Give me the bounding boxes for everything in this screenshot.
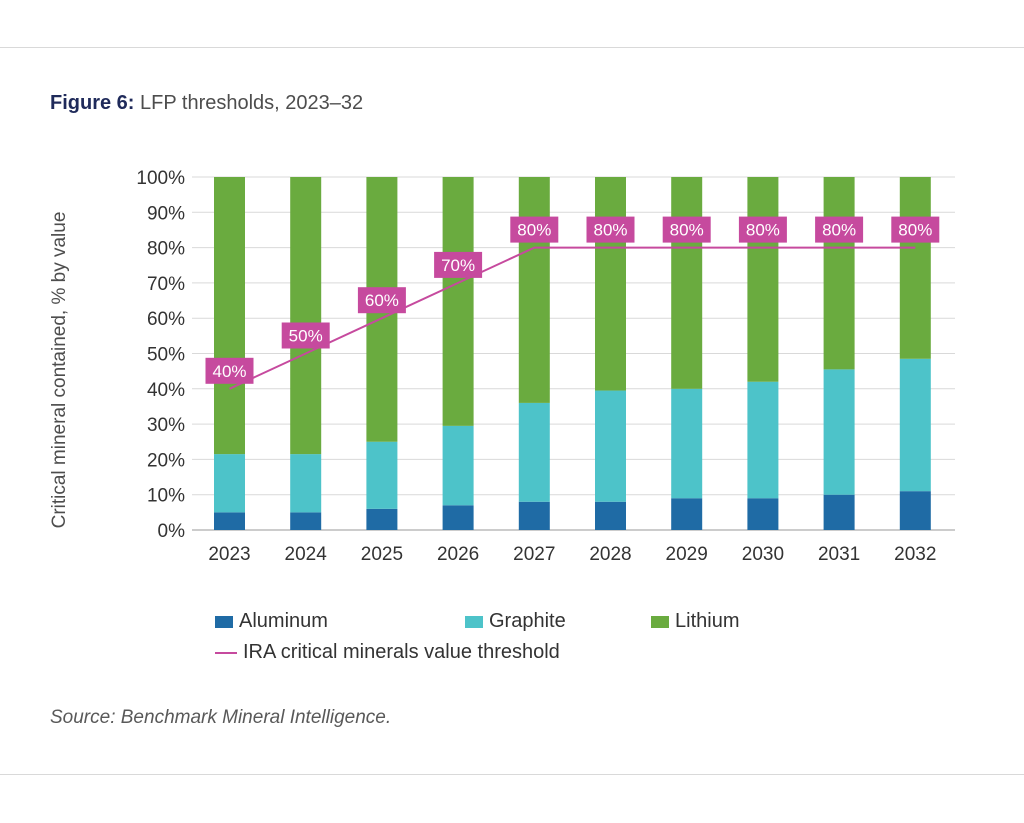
threshold-data-label: 80% xyxy=(593,221,627,240)
bar-aluminum xyxy=(899,491,931,530)
x-tick-label: 2024 xyxy=(285,544,328,565)
bar-graphite xyxy=(290,454,322,513)
threshold-label-box xyxy=(815,216,864,243)
legend-swatch-aluminum xyxy=(215,615,233,628)
threshold-label-box xyxy=(891,216,940,243)
x-tick-label: 2029 xyxy=(666,544,708,565)
bar-graphite xyxy=(899,358,931,492)
bar-graphite xyxy=(671,388,703,499)
x-tick-label: 2027 xyxy=(513,544,555,565)
bar-graphite xyxy=(747,381,779,499)
x-tick-label: 2026 xyxy=(437,544,479,565)
y-tick-label: 90% xyxy=(147,203,185,224)
y-tick-label: 100% xyxy=(136,168,185,189)
bar-graphite xyxy=(595,390,626,502)
threshold-label-box xyxy=(510,216,559,243)
threshold-data-label: 80% xyxy=(517,221,551,240)
y-tick-label: 10% xyxy=(147,486,185,507)
x-tick-label: 2028 xyxy=(589,544,631,565)
y-tick-label: 40% xyxy=(147,380,185,401)
bar-aluminum xyxy=(595,501,626,530)
bar-aluminum xyxy=(823,494,855,530)
threshold-data-label: 80% xyxy=(670,221,704,240)
threshold-label-box xyxy=(357,287,406,314)
bar-lithium xyxy=(518,177,550,403)
threshold-label-box xyxy=(738,216,787,243)
x-tick-label: 2030 xyxy=(742,544,784,565)
bar-aluminum xyxy=(290,512,322,530)
threshold-label-box xyxy=(662,216,711,243)
bar-lithium xyxy=(214,177,245,455)
y-tick-label: 50% xyxy=(147,345,185,366)
threshold-data-label: 40% xyxy=(212,362,246,381)
legend-item-aluminum: Aluminum xyxy=(215,610,328,633)
bar-graphite xyxy=(518,402,550,502)
legend-item-lithium: Lithium xyxy=(651,610,739,633)
bar-graphite xyxy=(214,454,245,513)
x-tick-label: 2031 xyxy=(818,544,860,565)
bar-lithium xyxy=(747,177,779,382)
legend-label-threshold: IRA critical minerals value threshold xyxy=(243,641,560,663)
bar-lithium xyxy=(823,177,855,370)
bottom-divider xyxy=(0,774,1024,775)
y-tick-label: 60% xyxy=(147,309,185,330)
bar-lithium xyxy=(290,177,322,455)
legend-item-graphite: Graphite xyxy=(465,610,566,633)
bar-lithium xyxy=(899,177,931,359)
threshold-label-box xyxy=(586,216,635,243)
threshold-data-label: 70% xyxy=(441,256,475,275)
y-tick-label: 30% xyxy=(147,415,185,436)
threshold-line xyxy=(229,246,916,390)
threshold-data-label: 80% xyxy=(898,221,932,240)
figure-title: LFP thresholds, 2023–32 xyxy=(140,92,364,114)
bar-graphite xyxy=(823,369,855,495)
y-tick-label: 0% xyxy=(158,521,186,542)
threshold-label-box xyxy=(434,251,483,278)
bar-aluminum xyxy=(747,498,779,530)
threshold-data-label: 80% xyxy=(746,221,780,240)
source-note: Source: Benchmark Mineral Intelligence. xyxy=(50,707,392,728)
threshold-data-label: 50% xyxy=(289,327,323,346)
legend-label-lithium: Lithium xyxy=(675,610,740,632)
threshold-data-label: 80% xyxy=(822,221,856,240)
bar-aluminum xyxy=(518,501,550,530)
x-tick-label: 2025 xyxy=(361,544,403,565)
x-tick-label: 2023 xyxy=(208,544,250,565)
bar-lithium xyxy=(595,177,626,391)
legend-swatch-lithium xyxy=(651,615,669,628)
bar-aluminum xyxy=(214,512,245,530)
bar-lithium xyxy=(671,177,703,389)
legend-swatch-graphite xyxy=(465,615,483,628)
figure-label: Figure 6: xyxy=(50,92,135,114)
threshold-label-box xyxy=(205,357,254,384)
bar-lithium xyxy=(442,177,474,426)
legend-item-threshold: IRA critical minerals value threshold xyxy=(215,641,560,664)
legend-label-aluminum: Aluminum xyxy=(239,610,328,632)
legend-line-threshold xyxy=(215,651,237,654)
threshold-label-box xyxy=(281,322,330,349)
bar-aluminum xyxy=(671,498,703,530)
bar-aluminum xyxy=(366,508,398,530)
y-tick-label: 80% xyxy=(147,239,185,260)
y-tick-label: 70% xyxy=(147,274,185,295)
page-title: Figure 6: LFP thresholds, 2023–32 xyxy=(50,92,363,115)
x-tick-label: 2032 xyxy=(894,544,936,565)
legend-label-graphite: Graphite xyxy=(489,610,566,632)
bar-aluminum xyxy=(442,505,474,530)
threshold-data-label: 60% xyxy=(365,291,399,310)
bar-graphite xyxy=(442,425,474,506)
y-tick-label: 20% xyxy=(147,450,185,471)
bar-graphite xyxy=(366,441,398,509)
top-divider xyxy=(0,47,1024,48)
